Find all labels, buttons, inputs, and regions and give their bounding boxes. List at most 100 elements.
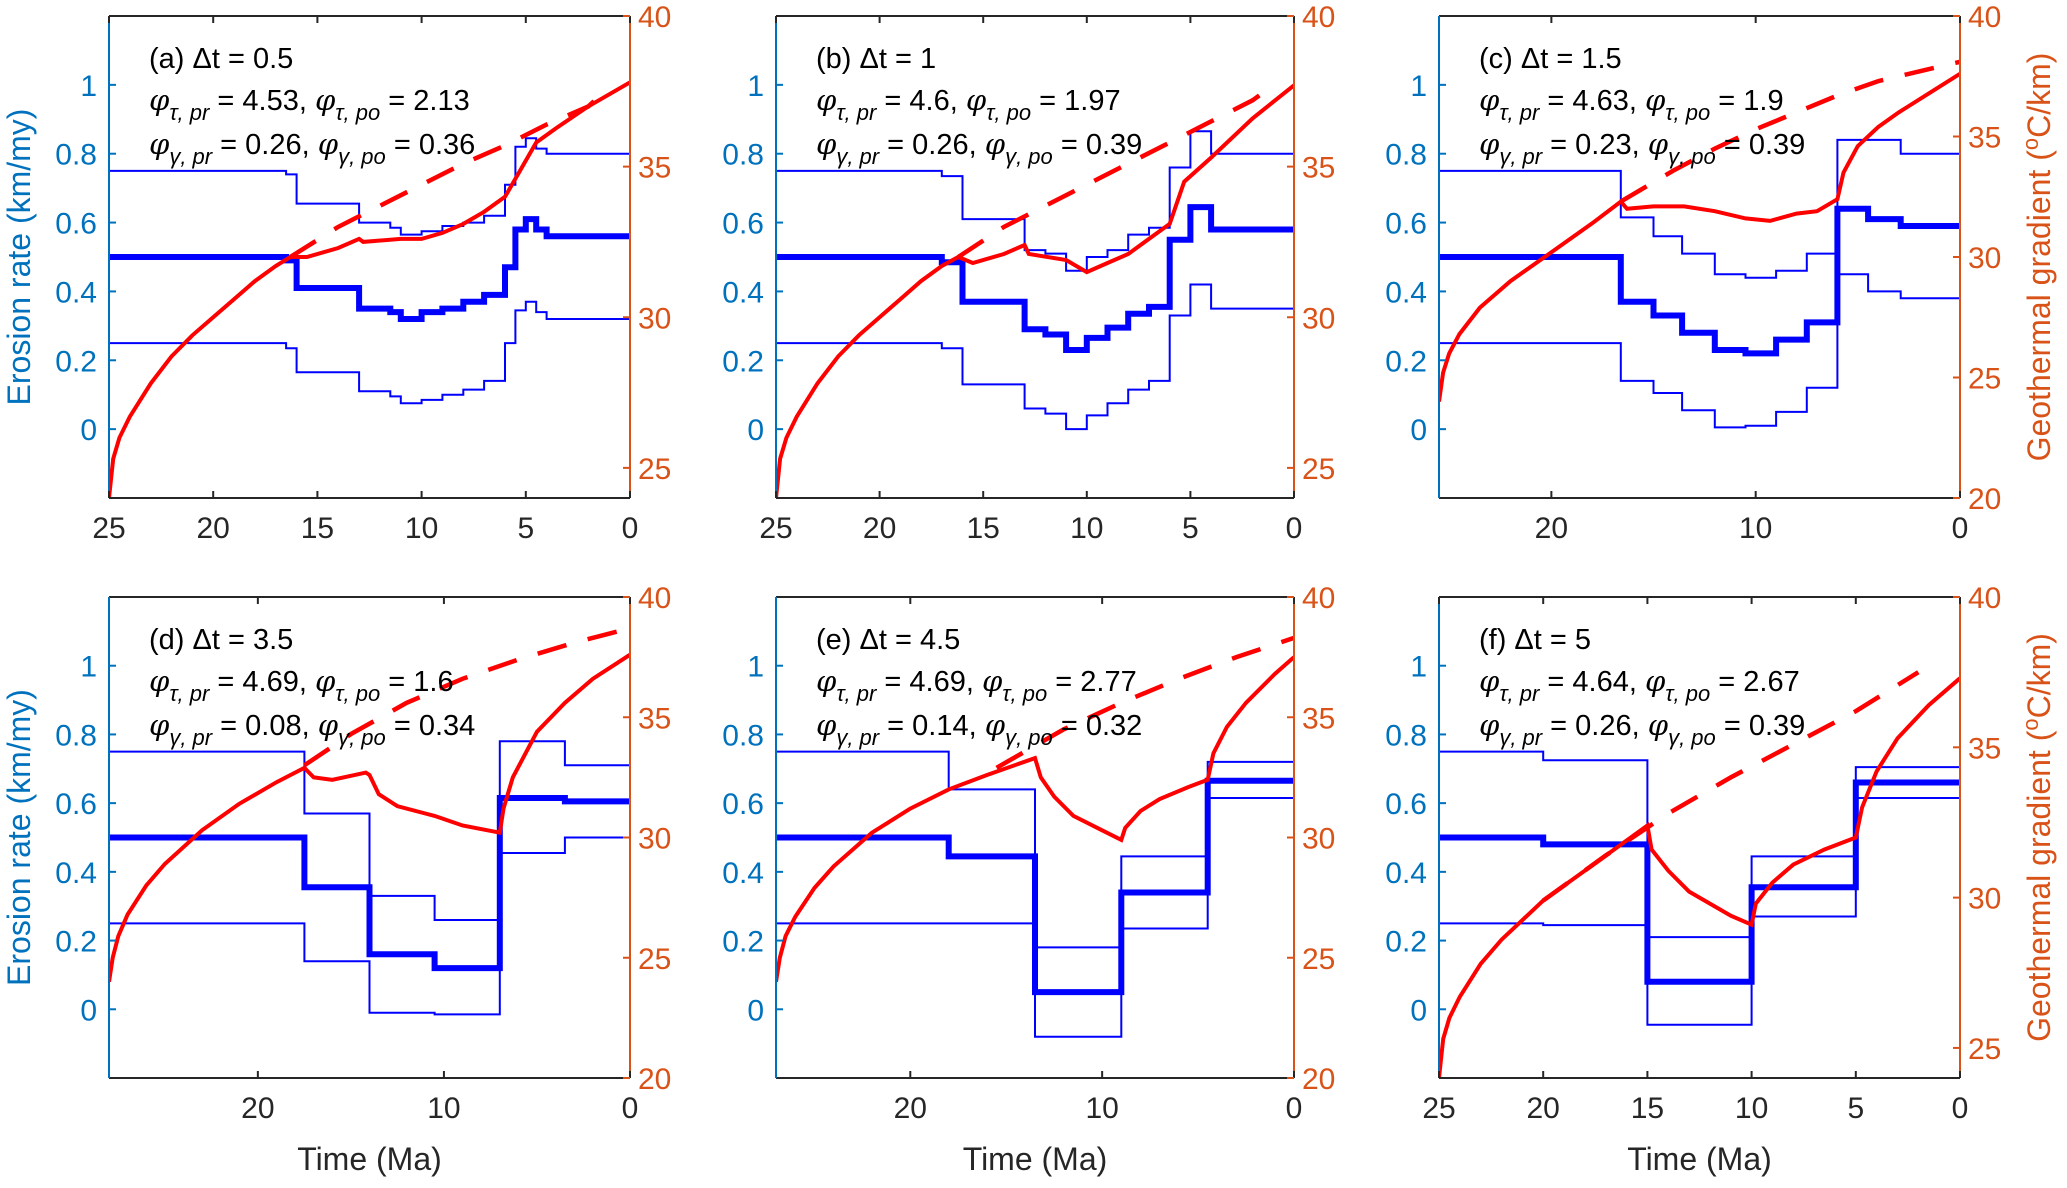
y-left-tick-label: 0	[747, 994, 764, 1027]
x-tick-label: 20	[894, 1092, 927, 1125]
y-left-tick-label: 0.6	[1385, 788, 1427, 821]
separator: ,	[1629, 85, 1645, 117]
x-tick-label: 0	[1286, 512, 1303, 545]
separator: ,	[969, 129, 985, 161]
phi-subscript: τ, pr	[1499, 100, 1541, 125]
phi-value: 2.67	[1743, 666, 1799, 698]
phi-subscript: τ, po	[335, 681, 380, 706]
equals-sign: =	[879, 129, 912, 161]
y-left-tick-label: 1	[1410, 70, 1427, 103]
equals-sign: =	[386, 129, 419, 161]
y-left-tick-label: 0.8	[1385, 719, 1427, 752]
phi-symbol: φ	[816, 127, 837, 161]
x-tick-label: 20	[1527, 1092, 1560, 1125]
phi-subscript: γ, pr	[169, 144, 213, 169]
phi-symbol: φ	[1648, 708, 1669, 742]
phi-symbol: φ	[1645, 664, 1666, 698]
x-tick-label: 15	[1631, 1092, 1664, 1125]
phi-subscript: τ, pr	[1499, 681, 1541, 706]
phi-tau-annotation: φτ, pr = 4.69, φτ, po = 1.6	[149, 664, 454, 706]
phi-value: 4.69	[909, 666, 965, 698]
phi-value: 0.39	[1749, 129, 1805, 161]
x-tick-label: 5	[1847, 1092, 1864, 1125]
phi-gamma-annotation: φγ, pr = 0.26, φγ, po = 0.36	[149, 127, 475, 169]
phi-symbol: φ	[1648, 127, 1669, 161]
phi-symbol: φ	[985, 708, 1006, 742]
phi-subscript: γ, po	[1005, 725, 1053, 750]
y-left-tick-label: 0.2	[55, 345, 97, 378]
equals-sign: =	[1053, 710, 1086, 742]
equals-sign: =	[1539, 666, 1572, 698]
y-right-tick-label: 35	[1968, 122, 2001, 155]
separator: ,	[1629, 666, 1645, 698]
y-right-tick-label: 30	[638, 823, 671, 856]
y-right-tick-label: 35	[638, 702, 671, 735]
panel-title: (e) Δt = 4.5	[816, 624, 960, 656]
erosion-mean-line	[776, 204, 1294, 353]
y-right-tick-label: 20	[1302, 1063, 1335, 1096]
y-right-tick-label: 40	[1302, 1, 1335, 34]
phi-subscript: γ, pr	[1499, 144, 1543, 169]
y-left-axis-label: Erosion rate (km/my)	[1, 109, 37, 406]
y-left-tick-label: 0.2	[722, 926, 764, 959]
x-axis-label: Time (Ma)	[297, 1141, 442, 1177]
phi-value: 0.26	[1575, 710, 1631, 742]
phi-symbol: φ	[1645, 83, 1666, 117]
phi-symbol: φ	[318, 127, 339, 161]
phi-symbol: φ	[149, 664, 170, 698]
erosion-upper-line	[776, 130, 1294, 272]
y-left-tick-label: 0.4	[722, 276, 764, 309]
phi-subscript: γ, pr	[836, 144, 880, 169]
panel-title: (c) Δt = 1.5	[1479, 43, 1622, 75]
erosion-lower-line	[1439, 273, 1960, 429]
phi-subscript: γ, po	[1005, 144, 1053, 169]
x-tick-label: 10	[1735, 1092, 1768, 1125]
y-right-tick-label: 40	[1302, 582, 1335, 615]
x-tick-label: 0	[1286, 1092, 1303, 1125]
gradient-reference-dashed-line	[303, 626, 630, 768]
equals-sign: =	[876, 666, 909, 698]
y-left-tick-label: 0.6	[1385, 208, 1427, 241]
y-right-tick-label: 40	[1968, 582, 2001, 615]
y-left-tick-label: 0	[1410, 994, 1427, 1027]
gradient-line	[776, 655, 1294, 983]
panel-b: 25 20 15 10 5 0 0 0.2 0.4 0.6 0.8 1 25 30 35 40 (b) Δt =…	[722, 1, 1335, 545]
separator: ,	[950, 85, 966, 117]
plot-area	[109, 80, 630, 498]
panel-e: 20 10 0 0 0.2 0.4 0.6 0.8 1 20 25 30 35 40 (e) Δt = 4.…	[722, 582, 1335, 1177]
x-tick-label: 10	[1085, 1092, 1118, 1125]
y-left-tick-label: 1	[1410, 651, 1427, 684]
erosion-mean-line	[109, 216, 630, 322]
y-left-axis-label: Erosion rate (km/my)	[1, 689, 37, 986]
phi-value: 4.53	[242, 85, 298, 117]
equals-sign: =	[1047, 666, 1080, 698]
phi-symbol: φ	[1479, 664, 1500, 698]
panel-a: 25 20 15 10 5 0 0 0.2 0.4 0.6 0.8 1 25 30 35 40 (a) Δt =…	[1, 1, 671, 545]
y-right-tick-label: 30	[1302, 823, 1335, 856]
phi-subscript: γ, pr	[169, 725, 213, 750]
y-left-tick-label: 1	[80, 651, 97, 684]
y-right-tick-label: 25	[638, 943, 671, 976]
phi-value: 4.63	[1572, 85, 1628, 117]
phi-value: 0.32	[1086, 710, 1142, 742]
gradient-reference-dashed-line	[289, 89, 607, 259]
y-left-tick-label: 0.6	[55, 788, 97, 821]
phi-subscript: τ, pr	[836, 100, 878, 125]
panel-d: 20 10 0 0 0.2 0.4 0.6 0.8 1 20 25 30 35 40 (d) Δt = 3.…	[1, 582, 671, 1177]
x-tick-label: 0	[1952, 512, 1969, 545]
equals-sign: =	[876, 85, 909, 117]
erosion-lower-line	[109, 836, 630, 1016]
x-tick-label: 10	[405, 512, 438, 545]
phi-symbol: φ	[816, 708, 837, 742]
x-tick-label: 10	[1070, 512, 1103, 545]
erosion-mean-line	[776, 777, 1294, 996]
phi-symbol: φ	[318, 708, 339, 742]
y-left-tick-label: 0	[80, 994, 97, 1027]
y-right-label-text: Geothermal gradient (	[2021, 730, 2057, 1042]
gradient-line	[109, 653, 630, 983]
separator: ,	[299, 666, 315, 698]
y-left-tick-label: 0.8	[722, 719, 764, 752]
y-left-tick-label: 0.2	[722, 345, 764, 378]
equals-sign: =	[879, 710, 912, 742]
erosion-mean-line	[1439, 205, 1960, 357]
